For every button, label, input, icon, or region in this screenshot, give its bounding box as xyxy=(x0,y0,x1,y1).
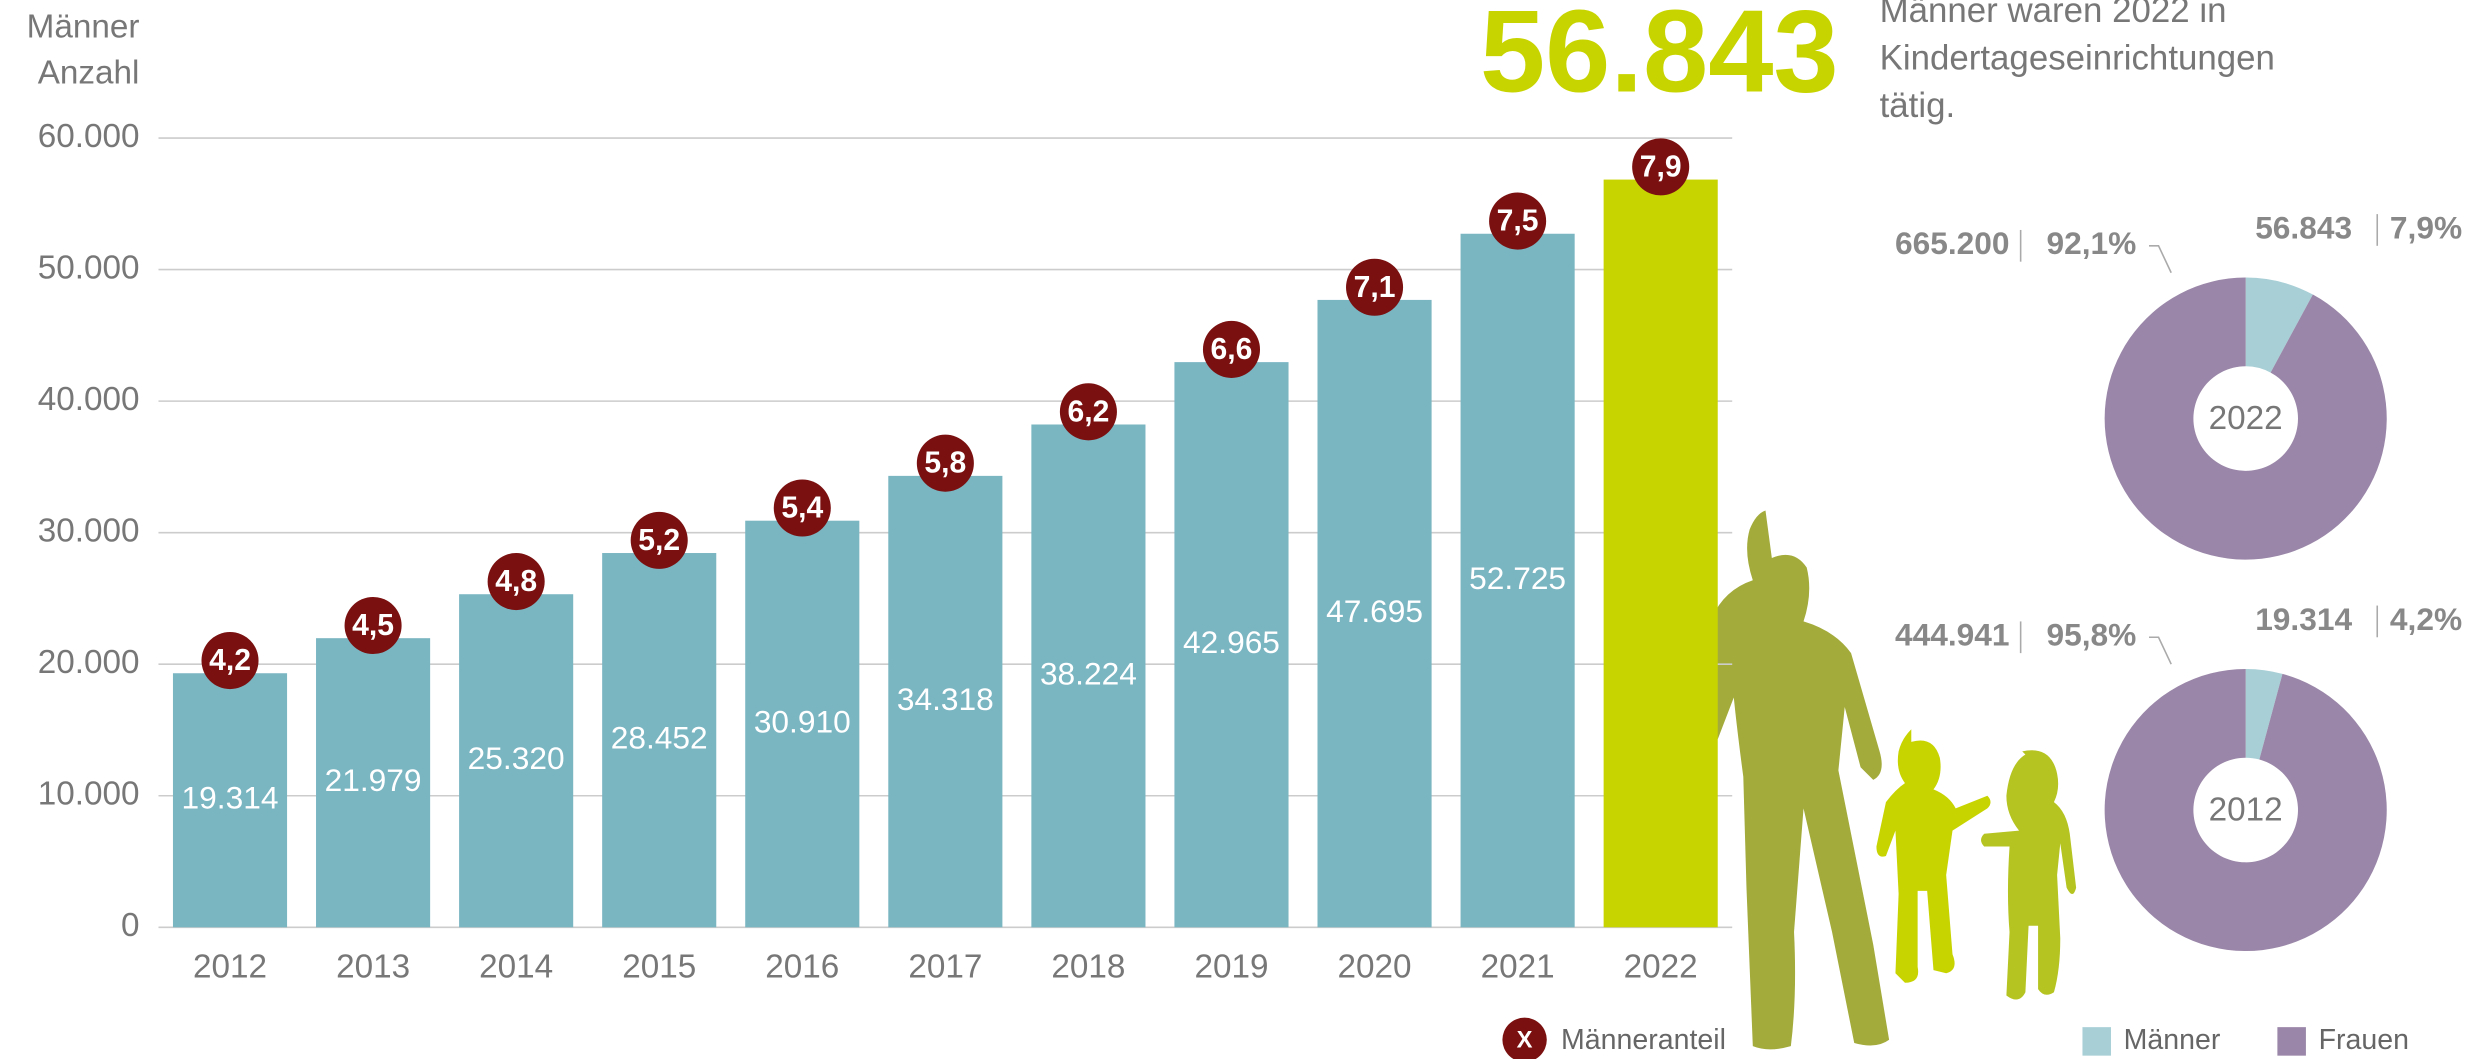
share-label: 5,4 xyxy=(781,492,823,525)
x-tick-label: 2015 xyxy=(622,948,696,985)
pie-count-label: 444.941 xyxy=(1895,617,2010,653)
share-label: 4,8 xyxy=(495,565,537,598)
x-tick-label: 2020 xyxy=(1338,948,1412,985)
y-tick-label: 40.000 xyxy=(38,381,140,418)
x-tick-label: 2018 xyxy=(1051,948,1125,985)
x-tick-label: 2017 xyxy=(908,948,982,985)
legend-marker-label: X xyxy=(1517,1027,1533,1054)
pie-center-label: 2022 xyxy=(2209,400,2283,437)
x-tick-label: 2021 xyxy=(1481,948,1555,985)
share-label: 6,6 xyxy=(1211,333,1253,366)
y-tick-label: 20.000 xyxy=(38,644,140,681)
y-tick-label: 60.000 xyxy=(38,118,140,155)
y-tick-label: 10.000 xyxy=(38,776,140,813)
x-tick-label: 2019 xyxy=(1194,948,1268,985)
share-label: 7,1 xyxy=(1354,271,1396,304)
value-label: 30.910 xyxy=(754,703,851,739)
y-tick-label: 0 xyxy=(121,907,140,944)
headline-text: Männer waren 2022 in xyxy=(1880,0,2227,30)
value-label: 47.695 xyxy=(1326,593,1423,629)
leader-line xyxy=(2149,637,2171,664)
value-label: 21.979 xyxy=(325,762,422,798)
share-label: 6,2 xyxy=(1067,395,1109,428)
legend-swatch xyxy=(2277,1027,2306,1056)
share-label: 5,8 xyxy=(924,447,966,480)
share-label: 4,5 xyxy=(352,609,394,642)
headline-text: tätig. xyxy=(1880,86,1956,125)
value-label: 42.965 xyxy=(1183,624,1280,660)
x-tick-label: 2016 xyxy=(765,948,839,985)
child-silhouette xyxy=(1876,729,1990,983)
pie-value-label: 92,1% xyxy=(2046,225,2136,261)
value-label: 38.224 xyxy=(1040,655,1137,691)
silhouettes xyxy=(1702,510,2076,1049)
x-tick-label: 2013 xyxy=(336,948,410,985)
value-label: 52.725 xyxy=(1469,560,1566,596)
x-tick-label: 2022 xyxy=(1624,948,1698,985)
legend-label: Männer xyxy=(2124,1024,2221,1056)
share-label: 4,2 xyxy=(209,644,251,677)
y-axis-label: Anzahl xyxy=(38,54,140,91)
pie-value-label: 4,2% xyxy=(2390,601,2462,637)
legend-label: Frauen xyxy=(2319,1024,2409,1056)
headline-number: 56.843 xyxy=(1480,0,1839,116)
x-tick-label: 2014 xyxy=(479,948,553,985)
pie-count-label: 665.200 xyxy=(1895,225,2010,261)
y-tick-label: 30.000 xyxy=(38,512,140,549)
chart: Männer Anzahl 0 10.000 20.000 30.000 40.000 50.… xyxy=(0,0,2485,1059)
pie-count-label: 56.843 xyxy=(2255,209,2352,245)
headline-text: Kindertageseinrichtungen xyxy=(1880,39,2275,78)
y-axis-label: Männer xyxy=(27,8,140,45)
y-tick-label: 50.000 xyxy=(38,249,140,286)
value-label: 28.452 xyxy=(611,720,708,756)
pie-count-label: 19.314 xyxy=(2255,601,2352,637)
child-silhouette xyxy=(1981,750,2076,999)
legend-label: Männeranteil xyxy=(1561,1024,1726,1056)
share-label: 7,9 xyxy=(1640,150,1682,183)
value-label: 25.320 xyxy=(468,740,565,776)
adult-silhouette xyxy=(1702,510,1889,1049)
share-label: 5,2 xyxy=(638,524,680,557)
leader-line xyxy=(2149,246,2171,273)
legend-swatch xyxy=(2082,1027,2111,1056)
pie-value-label: 7,9% xyxy=(2390,209,2462,245)
bar xyxy=(1604,180,1718,928)
value-label: 19.314 xyxy=(182,780,279,816)
share-label: 7,5 xyxy=(1497,205,1539,238)
value-label: 34.318 xyxy=(897,681,994,717)
pie-value-label: 95,8% xyxy=(2046,617,2136,653)
x-tick-label: 2012 xyxy=(193,948,267,985)
pie-center-label: 2012 xyxy=(2209,791,2283,828)
